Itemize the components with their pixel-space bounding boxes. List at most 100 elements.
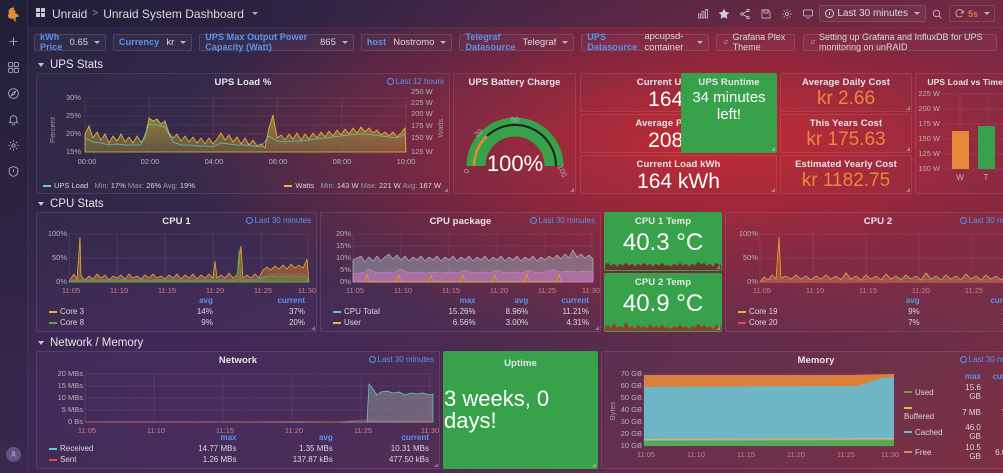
panel-current-load-kwh[interactable]: Current Load kWh 164 kWh (580, 155, 777, 194)
sidebar-item-explore[interactable] (0, 80, 28, 106)
panel-chart-icon[interactable] (693, 4, 712, 23)
share-icon[interactable] (735, 4, 754, 23)
panel-estimated-yearly-cost[interactable]: Estimated Yearly Cost kr 1182.75 (780, 155, 912, 194)
sidebar-item-configuration[interactable] (0, 132, 28, 158)
variable-kwh-price[interactable]: kWh Price 0.65 (34, 32, 107, 52)
svg-text:150 W: 150 W (411, 133, 434, 142)
panel-ups-load-vs-time-left[interactable]: UPS Load vs Time left 225 W 200 W 175 W 15… (915, 73, 1003, 194)
variable-value[interactable]: Nostromo (391, 37, 451, 48)
left-sidebar (0, 0, 28, 473)
legend-row: CPU Total 15.26% 8.96% 11.21% (329, 307, 593, 316)
svg-text:11:10: 11:10 (394, 286, 412, 295)
svg-text:200 W: 200 W (918, 104, 941, 113)
panel-memory[interactable]: Memory Last 30 minutes 70 GB 60 GB 50 GB (601, 351, 1003, 469)
chevron-down-icon[interactable] (38, 62, 44, 67)
tv-mode-monitor-icon[interactable] (798, 4, 817, 23)
svg-text:200 W: 200 W (411, 109, 434, 118)
variable-value[interactable]: kr (164, 37, 191, 48)
breadcrumb: Unraid > Unraid System Dashboard (36, 7, 258, 21)
legend-row: Core 20 7%15% (734, 318, 1003, 327)
svg-text:50%: 50% (52, 253, 67, 262)
svg-text:11:20: 11:20 (787, 450, 805, 459)
svg-text:30%: 30% (66, 93, 81, 102)
grafana-logo-icon[interactable] (0, 0, 28, 28)
panel-resize-handle[interactable] (595, 326, 599, 330)
svg-text:11:20: 11:20 (912, 286, 930, 295)
dashboard-link-grafana-plex-theme[interactable]: Grafana Plex Theme (716, 32, 795, 52)
panel-resize-handle[interactable] (434, 463, 438, 467)
variable-value[interactable]: apcupsd-container (642, 31, 708, 53)
chevron-down-icon[interactable] (38, 340, 44, 345)
svg-text:11:15: 11:15 (737, 450, 755, 459)
panel-uptime[interactable]: Uptime 3 weeks, 0 days! (443, 351, 598, 469)
panel-average-daily-cost[interactable]: Average Daily Cost kr 2.66 (780, 73, 912, 112)
panel-resize-handle[interactable] (906, 106, 910, 110)
panel-resize-handle[interactable] (716, 326, 720, 330)
panel-title: Memory (797, 355, 835, 366)
save-icon[interactable] (756, 4, 775, 23)
panel-title: CPU 2 Temp (634, 277, 692, 288)
panel-resize-handle[interactable] (771, 188, 775, 192)
clock-icon (959, 356, 967, 363)
row-header-ups-stats[interactable]: UPS Stats (32, 56, 999, 73)
row-title: Network / Memory (50, 336, 144, 349)
variable-value[interactable]: 0.65 (68, 37, 106, 48)
row-header-network-memory[interactable]: Network / Memory (32, 334, 999, 351)
panel-this-years-cost[interactable]: This Years Cost kr 175.63 (780, 114, 912, 153)
panel-cpu1[interactable]: CPU 1 Last 30 minutes 100% 50% 0% 11:05 11:… (36, 212, 317, 332)
time-range-picker[interactable]: Last 30 minutes (819, 5, 926, 22)
svg-text:225 W: 225 W (918, 89, 941, 98)
panel-cpu-package[interactable]: CPU package Last 30 minutes 20% 15% 10% 5% 0… (320, 212, 601, 332)
panel-cpu2[interactable]: CPU 2 Last 30 minutes 100% 50% 0% 11:05 11:… (725, 212, 1003, 332)
legend-cpu1: avg current Core 3 14% 37% Core 8 9% 20% (43, 294, 311, 329)
panel-network[interactable]: Network Last 30 minutes 20 MBs 15 MBs 10 M… (36, 351, 440, 469)
panel-resize-handle[interactable] (444, 188, 448, 192)
panel-resize-handle[interactable] (716, 265, 720, 269)
breadcrumb-current[interactable]: Unraid System Dashboard (103, 6, 244, 21)
panel-title: Estimated Yearly Cost (795, 159, 897, 170)
panel-resize-handle[interactable] (592, 463, 596, 467)
variable-ups-datasource[interactable]: UPS Datasource apcupsd-container (581, 31, 710, 53)
breadcrumb-root[interactable]: Unraid (52, 6, 88, 21)
svg-text:Percent: Percent (48, 116, 57, 143)
panel-cpu2-temp[interactable]: CPU 2 Temp 40.9 °C (604, 273, 722, 332)
gear-icon[interactable] (777, 4, 796, 23)
breadcrumb-chevron-down-icon[interactable] (251, 12, 258, 15)
star-icon[interactable] (714, 4, 733, 23)
svg-text:11:25: 11:25 (254, 286, 272, 295)
chevron-down-icon[interactable] (38, 201, 44, 206)
variable-value[interactable]: 865 (318, 37, 353, 48)
variable-currency[interactable]: Currency kr (113, 33, 193, 51)
panel-ups-battery-charge[interactable]: UPS Battery Charge 0 20 50 100 100% (453, 73, 576, 194)
panel-ups-load[interactable]: UPS Load % Last 12 hours (36, 73, 450, 194)
panel-ups-runtime[interactable]: UPS Runtime 34 minutes left! (681, 73, 777, 153)
sidebar-item-server-admin[interactable] (0, 158, 28, 184)
sidebar-item-alerting[interactable] (0, 106, 28, 132)
panel-cpu1-temp[interactable]: CPU 1 Temp 40.3 °C (604, 212, 722, 271)
zoom-out-search-minus-icon[interactable] (928, 4, 947, 23)
svg-text:20%: 20% (66, 129, 81, 138)
dashboard-link-ups-monitoring-guide[interactable]: Setting up Grafana and InfluxDB for UPS … (802, 32, 997, 52)
variable-value[interactable]: Telegraf (520, 37, 573, 48)
breadcrumb-grid-icon (36, 8, 47, 19)
panel-resize-handle[interactable] (906, 147, 910, 151)
svg-text:Bytes: Bytes (608, 401, 617, 420)
refresh-picker[interactable]: 5s (948, 5, 995, 22)
avatar (6, 446, 21, 462)
breadcrumb-separator: > (92, 8, 99, 19)
variable-ups-max-output[interactable]: UPS Max Output Power Capacity (Watt) 865 (199, 32, 354, 52)
variable-telegraf-datasource[interactable]: Telegraf Datasource Telegraf (459, 32, 575, 52)
chevron-down-icon (984, 12, 990, 15)
variable-host[interactable]: host Nostromo (360, 33, 453, 51)
sidebar-item-dashboards[interactable] (0, 54, 28, 80)
sidebar-item-create[interactable] (0, 28, 28, 54)
refresh-interval: 5s (967, 8, 978, 19)
sidebar-user-avatar[interactable] (0, 441, 28, 467)
panel-resize-handle[interactable] (311, 326, 315, 330)
stat-value: 40.3 °C (622, 229, 704, 256)
row-header-cpu-stats[interactable]: CPU Stats (32, 195, 999, 212)
panel-resize-handle[interactable] (771, 147, 775, 151)
panel-resize-handle[interactable] (570, 188, 574, 192)
panel-resize-handle[interactable] (906, 188, 910, 192)
